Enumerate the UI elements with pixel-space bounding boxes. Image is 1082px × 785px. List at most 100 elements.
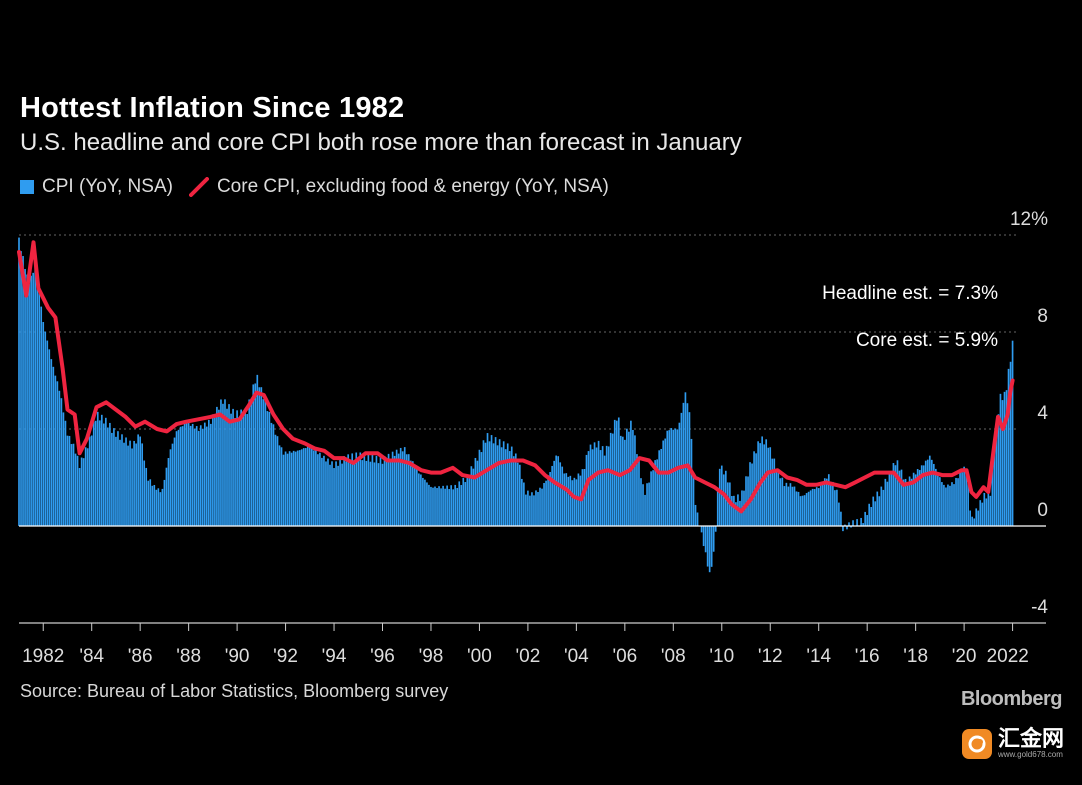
x-tick-label: '00 bbox=[467, 646, 492, 667]
cpi-bar bbox=[605, 445, 608, 526]
cpi-bar bbox=[763, 444, 766, 526]
cpi-bar bbox=[609, 432, 612, 526]
cpi-bar bbox=[139, 436, 141, 526]
cpi-bar bbox=[823, 478, 826, 526]
cpi-bar bbox=[694, 504, 697, 526]
cpi-bar bbox=[819, 483, 822, 526]
cpi-bar bbox=[454, 484, 457, 526]
annotation-label: Headline est. = 7.3% bbox=[822, 283, 998, 304]
x-tick-label: '14 bbox=[806, 646, 831, 667]
cpi-bar bbox=[708, 526, 711, 573]
cpi-bar bbox=[624, 439, 626, 526]
cpi-bar bbox=[898, 470, 901, 526]
cpi-bar bbox=[403, 447, 406, 526]
cpi-bar bbox=[916, 469, 919, 526]
legend-item-cpi: CPI (YoY, NSA) bbox=[20, 176, 173, 198]
cpi-bar bbox=[422, 477, 424, 526]
cpi-bar bbox=[135, 443, 137, 526]
cpi-bar bbox=[393, 455, 396, 526]
cpi-bar bbox=[607, 446, 610, 526]
cpi-bar bbox=[50, 359, 53, 526]
cpi-bar bbox=[692, 472, 695, 526]
cpi-bar bbox=[250, 398, 253, 526]
cpi-bar bbox=[587, 451, 590, 526]
cpi-bar bbox=[597, 440, 600, 526]
cpi-bar bbox=[84, 447, 87, 526]
cpi-bar bbox=[827, 474, 830, 526]
cpi-bar bbox=[733, 495, 735, 526]
cpi-bar bbox=[28, 283, 30, 526]
cpi-bar bbox=[381, 463, 384, 526]
cpi-bar bbox=[571, 480, 574, 526]
cpi-bar bbox=[787, 486, 790, 526]
cpi-bar bbox=[321, 457, 323, 526]
cpi-bar bbox=[155, 489, 158, 526]
cpi-bar bbox=[535, 490, 537, 526]
cpi-bar bbox=[432, 487, 434, 526]
cpi-bar bbox=[401, 451, 404, 526]
cpi-bar bbox=[448, 489, 450, 526]
cpi-bar bbox=[658, 450, 660, 526]
cpi-bar bbox=[765, 439, 768, 526]
cpi-bar bbox=[951, 482, 953, 526]
cpi-bar bbox=[979, 500, 982, 526]
cpi-bar bbox=[129, 440, 131, 526]
cpi-bar bbox=[193, 428, 196, 526]
cpi-bar bbox=[1007, 368, 1010, 526]
cpi-bar bbox=[407, 454, 410, 526]
cpi-bar bbox=[527, 490, 529, 526]
cpi-bar bbox=[359, 452, 362, 526]
cpi-bar bbox=[975, 508, 978, 526]
cpi-bar bbox=[844, 524, 846, 526]
cpi-bar bbox=[813, 489, 816, 526]
cpi-bar bbox=[965, 470, 967, 526]
cpi-bar bbox=[56, 381, 59, 526]
cpi-bar bbox=[80, 457, 83, 526]
cpi-bar bbox=[335, 461, 337, 526]
cpi-bar bbox=[500, 447, 503, 526]
cpi-bar bbox=[252, 384, 255, 526]
cpi-bar bbox=[434, 486, 436, 526]
cpi-bar bbox=[367, 454, 370, 526]
cpi-bar bbox=[175, 431, 178, 526]
cpi-bar bbox=[672, 429, 675, 526]
cpi-bar bbox=[438, 486, 440, 526]
cpi-bar bbox=[868, 503, 871, 526]
cpi-bar bbox=[591, 449, 594, 526]
cpi-bar bbox=[749, 462, 751, 526]
cpi-bar bbox=[82, 458, 85, 526]
x-tick-label: '10 bbox=[709, 646, 734, 667]
cpi-bar bbox=[286, 453, 289, 526]
cpi-bar bbox=[510, 446, 513, 526]
cpi-bar bbox=[706, 526, 709, 567]
cpi-bar bbox=[838, 502, 840, 526]
cpi-bar bbox=[900, 469, 903, 526]
cpi-bar bbox=[121, 434, 123, 526]
cpi-bar bbox=[739, 500, 741, 526]
cpi-bar bbox=[353, 460, 356, 526]
legend-swatch-bar-icon bbox=[20, 180, 34, 194]
x-tick-label: '08 bbox=[661, 646, 686, 667]
cpi-bar bbox=[829, 481, 832, 526]
cpi-bar bbox=[210, 423, 212, 526]
chart-title: Hottest Inflation Since 1982 bbox=[20, 92, 405, 124]
cpi-bar bbox=[377, 463, 380, 526]
cpi-bar bbox=[405, 454, 408, 526]
watermark: 汇金网 www.gold678.com bbox=[962, 728, 1064, 760]
cpi-bar bbox=[264, 399, 267, 526]
cpi-bar bbox=[939, 477, 941, 526]
cpi-bar bbox=[969, 510, 971, 526]
cpi-bar bbox=[595, 447, 598, 526]
cpi-bar bbox=[680, 412, 683, 526]
legend-swatch-line-icon bbox=[188, 177, 209, 197]
cpi-bar bbox=[413, 467, 416, 526]
cpi-bar bbox=[894, 465, 897, 526]
cpi-bar bbox=[801, 495, 804, 526]
cpi-bar bbox=[559, 462, 562, 526]
cpi-bar bbox=[351, 453, 354, 526]
cpi-bar bbox=[557, 456, 560, 526]
cpi-bar bbox=[339, 458, 341, 526]
cpi-bar bbox=[682, 402, 685, 526]
cpi-bar bbox=[840, 511, 842, 526]
cpi-bar bbox=[310, 446, 313, 526]
